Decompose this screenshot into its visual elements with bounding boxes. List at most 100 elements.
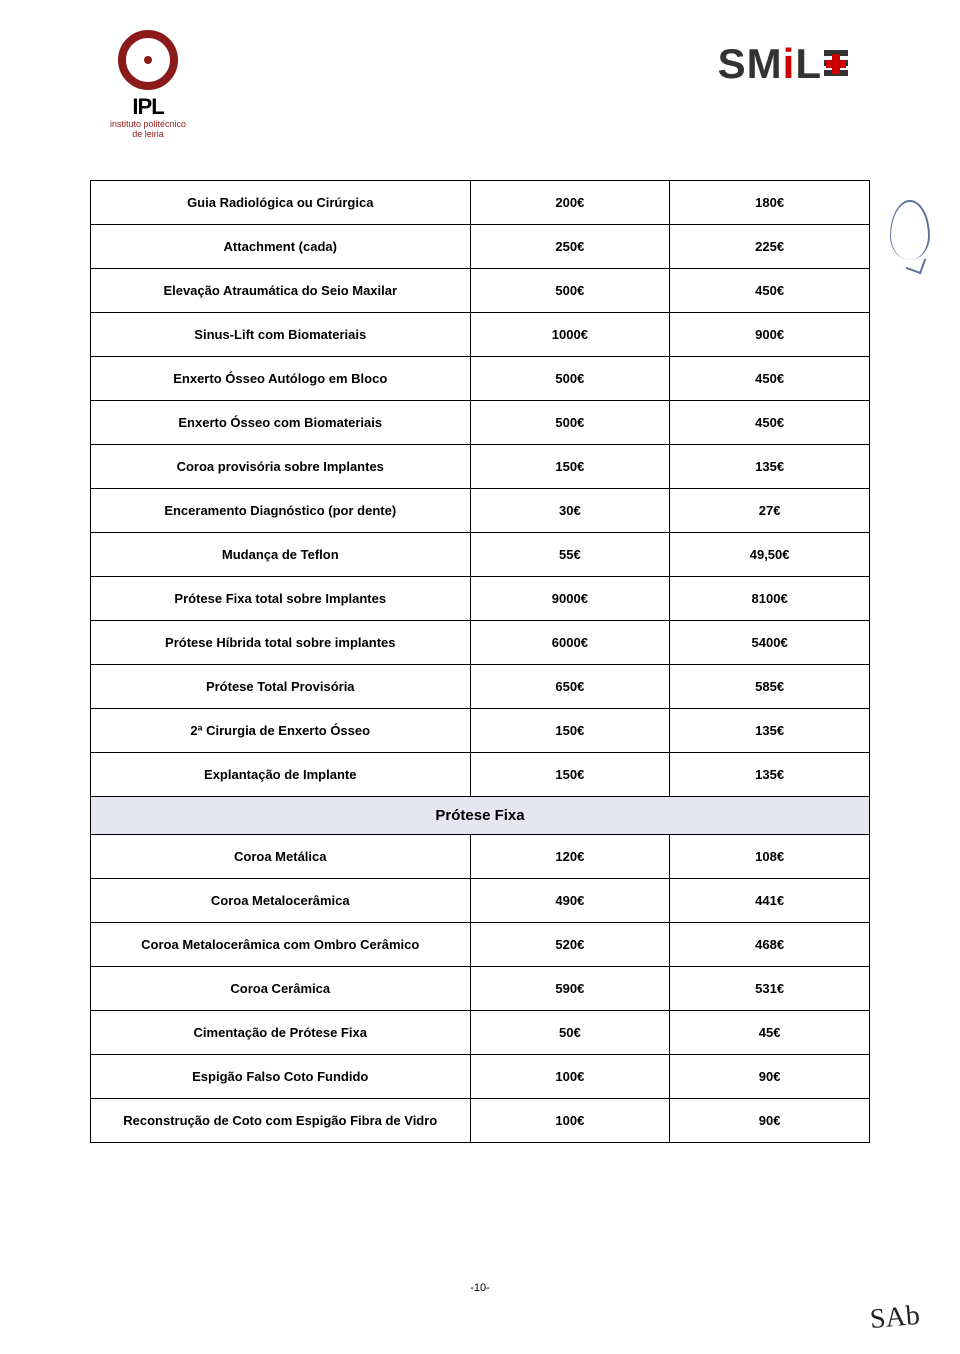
price-2: 135€ (670, 752, 870, 796)
service-name: Prótese Fixa total sobre Implantes (91, 576, 471, 620)
service-name: Elevação Atraumática do Seio Maxilar (91, 268, 471, 312)
price-1: 150€ (470, 708, 670, 752)
table-row: Reconstrução de Coto com Espigão Fibra d… (91, 1098, 870, 1142)
service-name: Cimentação de Prótese Fixa (91, 1010, 471, 1054)
signature: SAb (869, 1300, 921, 1336)
smile-l: L (795, 40, 822, 87)
price-1: 100€ (470, 1054, 670, 1098)
service-name: Coroa Metalocerâmica com Ombro Cerâmico (91, 922, 471, 966)
price-1: 200€ (470, 180, 670, 224)
ipl-name: IPL (132, 94, 163, 120)
table-row: Enxerto Ósseo Autólogo em Bloco500€450€ (91, 356, 870, 400)
price-2: 450€ (670, 268, 870, 312)
table-row: Enxerto Ósseo com Biomateriais500€450€ (91, 400, 870, 444)
price-1: 120€ (470, 834, 670, 878)
service-name: Espigão Falso Coto Fundido (91, 1054, 471, 1098)
price-2: 180€ (670, 180, 870, 224)
table-row: Attachment (cada)250€225€ (91, 224, 870, 268)
price-1: 6000€ (470, 620, 670, 664)
price-2: 135€ (670, 708, 870, 752)
service-name: 2ª Cirurgia de Enxerto Ósseo (91, 708, 471, 752)
price-1: 520€ (470, 922, 670, 966)
service-name: Coroa Cerâmica (91, 966, 471, 1010)
price-2: 90€ (670, 1054, 870, 1098)
price-1: 590€ (470, 966, 670, 1010)
page-container: IPL instituto politécnico de leiria SMiL… (0, 0, 960, 1354)
price-2: 531€ (670, 966, 870, 1010)
service-name: Sinus-Lift com Biomateriais (91, 312, 471, 356)
service-name: Prótese Híbrida total sobre implantes (91, 620, 471, 664)
service-name: Coroa Metalocerâmica (91, 878, 471, 922)
price-1: 150€ (470, 444, 670, 488)
price-2: 225€ (670, 224, 870, 268)
service-name: Reconstrução de Coto com Espigão Fibra d… (91, 1098, 471, 1142)
ipl-subtitle-2: de leiria (132, 130, 164, 140)
section-header-row: Prótese Fixa (91, 796, 870, 834)
price-2: 90€ (670, 1098, 870, 1142)
price-2: 45€ (670, 1010, 870, 1054)
service-name: Attachment (cada) (91, 224, 471, 268)
price-1: 55€ (470, 532, 670, 576)
table-row: Explantação de Implante150€135€ (91, 752, 870, 796)
header: IPL instituto politécnico de leiria SMiL (50, 30, 910, 140)
table-row: Prótese Fixa total sobre Implantes9000€8… (91, 576, 870, 620)
service-name: Enxerto Ósseo Autólogo em Bloco (91, 356, 471, 400)
table-row: Sinus-Lift com Biomateriais1000€900€ (91, 312, 870, 356)
price-1: 1000€ (470, 312, 670, 356)
smile-logo: SMiL (718, 40, 850, 88)
table-row: Coroa Metalocerâmica com Ombro Cerâmico5… (91, 922, 870, 966)
handwritten-annotation-icon (890, 200, 930, 260)
price-2: 135€ (670, 444, 870, 488)
table-row: Prótese Híbrida total sobre implantes600… (91, 620, 870, 664)
price-1: 30€ (470, 488, 670, 532)
price-table: Guia Radiológica ou Cirúrgica200€180€Att… (90, 180, 870, 1143)
price-2: 5400€ (670, 620, 870, 664)
price-2: 8100€ (670, 576, 870, 620)
price-2: 441€ (670, 878, 870, 922)
table-row: Mudança de Teflon55€49,50€ (91, 532, 870, 576)
table-row: Elevação Atraumática do Seio Maxilar500€… (91, 268, 870, 312)
price-2: 450€ (670, 400, 870, 444)
table-body-top: Guia Radiológica ou Cirúrgica200€180€Att… (91, 180, 870, 796)
price-1: 9000€ (470, 576, 670, 620)
service-name: Enceramento Diagnóstico (por dente) (91, 488, 471, 532)
smile-i: i (783, 40, 796, 87)
price-1: 650€ (470, 664, 670, 708)
ipl-logo-block: IPL instituto politécnico de leiria (110, 30, 186, 140)
table-row: Guia Radiológica ou Cirúrgica200€180€ (91, 180, 870, 224)
price-1: 150€ (470, 752, 670, 796)
service-name: Coroa provisória sobre Implantes (91, 444, 471, 488)
table-row: Coroa Metálica120€108€ (91, 834, 870, 878)
price-1: 500€ (470, 400, 670, 444)
table-row: Enceramento Diagnóstico (por dente)30€27… (91, 488, 870, 532)
price-1: 50€ (470, 1010, 670, 1054)
price-2: 585€ (670, 664, 870, 708)
service-name: Guia Radiológica ou Cirúrgica (91, 180, 471, 224)
service-name: Explantação de Implante (91, 752, 471, 796)
section-title: Prótese Fixa (91, 796, 870, 834)
price-2: 108€ (670, 834, 870, 878)
table-body-bottom: Coroa Metálica120€108€Coroa Metalocerâmi… (91, 834, 870, 1142)
service-name: Enxerto Ósseo com Biomateriais (91, 400, 471, 444)
price-1: 100€ (470, 1098, 670, 1142)
price-1: 250€ (470, 224, 670, 268)
ipl-circle-icon (118, 30, 178, 90)
table-row: Cimentação de Prótese Fixa50€45€ (91, 1010, 870, 1054)
table-row: Prótese Total Provisória650€585€ (91, 664, 870, 708)
price-1: 500€ (470, 356, 670, 400)
table-row: Coroa Cerâmica590€531€ (91, 966, 870, 1010)
price-2: 49,50€ (670, 532, 870, 576)
table-row: Coroa provisória sobre Implantes150€135€ (91, 444, 870, 488)
price-1: 500€ (470, 268, 670, 312)
price-1: 490€ (470, 878, 670, 922)
table-row: 2ª Cirurgia de Enxerto Ósseo150€135€ (91, 708, 870, 752)
price-2: 450€ (670, 356, 870, 400)
smile-plus-icon (822, 40, 850, 88)
service-name: Mudança de Teflon (91, 532, 471, 576)
smile-prefix: SM (718, 40, 783, 87)
price-2: 468€ (670, 922, 870, 966)
table-row: Espigão Falso Coto Fundido100€90€ (91, 1054, 870, 1098)
table-row: Coroa Metalocerâmica490€441€ (91, 878, 870, 922)
page-number: -10- (470, 1282, 490, 1294)
service-name: Coroa Metálica (91, 834, 471, 878)
